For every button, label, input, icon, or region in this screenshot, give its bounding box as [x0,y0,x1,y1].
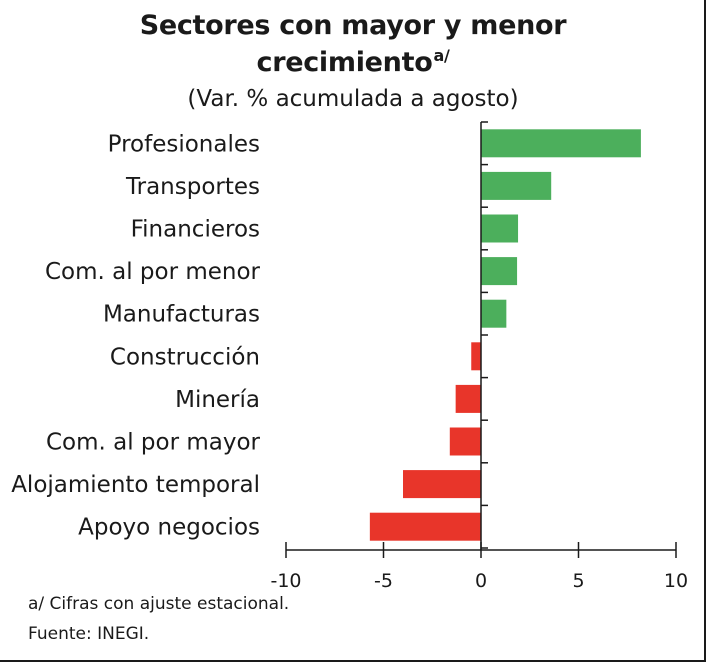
category-label-6: Construcción [110,344,260,370]
x-tick-label-4: 10 [664,570,688,592]
category-label-10: Apoyo negocios [78,515,260,541]
bar-8 [449,427,481,456]
x-tick-label-1: -5 [374,570,393,592]
category-label-8: Com. al por mayor [46,430,261,456]
bar-5 [481,299,507,328]
chart-subtitle: (Var. % acumulada a agosto) [187,86,519,112]
chart-title-line1: Sectores con mayor y menor [139,10,567,41]
source-note: Fuente: INEGI. [28,624,150,644]
bar-6 [471,342,481,371]
title-superscript: a/ [433,46,450,65]
chart-title-text: crecimiento [256,47,433,78]
category-label-4: Com. al por menor [45,259,261,285]
x-tick-label-3: 5 [572,570,584,592]
category-label-5: Manufacturas [103,302,260,328]
chart-title-line2: crecimientoa/ [0,46,706,78]
bar-7 [455,384,481,413]
bar-10 [369,512,481,541]
bar-4 [481,257,518,286]
footnote: a/ Cifras con ajuste estacional. [28,594,290,614]
x-tick-label-2: 0 [475,570,487,592]
category-label-9: Alojamiento temporal [11,472,260,498]
bar-3 [481,214,519,243]
category-label-2: Transportes [125,174,260,200]
bar-1 [481,129,641,158]
bar-2 [481,171,552,200]
category-label-1: Profesionales [108,131,260,157]
category-label-7: Minería [175,387,260,413]
category-label-3: Financieros [131,217,260,243]
x-tick-label-0: -10 [270,570,301,592]
bar-9 [403,470,481,499]
